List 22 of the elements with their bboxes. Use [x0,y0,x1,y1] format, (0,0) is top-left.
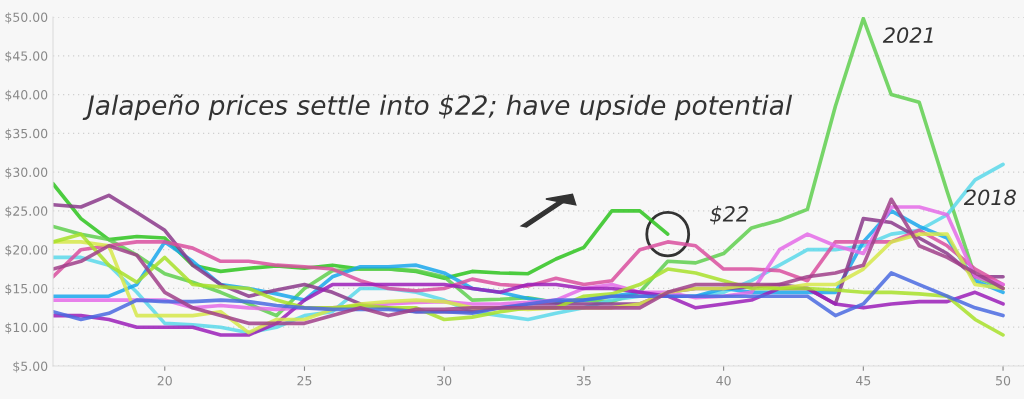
x-tick-label: 25 [297,375,312,386]
y-tick-label: $15.00 [5,283,48,296]
line-series [53,271,1005,322]
y-tick-label: $30.00 [5,167,48,179]
x-tick-label: 40 [716,375,731,386]
x-tick-label: 50 [996,375,1011,386]
y-tick-label: $25.00 [5,206,48,218]
y-tick-label: $10.00 [5,322,48,334]
y-tick-label: $50.00 [5,12,48,24]
y-tick-label: $40.00 [5,89,48,102]
y-tick-label: $45.00 [5,51,48,63]
y-tick-label: $35.00 [5,128,48,140]
y-tick-label: $5.00 [13,361,48,373]
text: Jalapeño prices settle into $22; have upside potential [82,94,793,121]
annotation: 2021 [882,27,933,44]
annotation: $22 [710,205,748,225]
x-tick-label: 35 [576,375,591,386]
annotation: 2018 [963,189,1016,206]
x-tick-label: 20 [157,375,172,386]
x-tick-label: 45 [855,376,871,386]
x-tick-label: 30 [437,375,452,386]
y-tick-label: $20.00 [5,244,48,257]
